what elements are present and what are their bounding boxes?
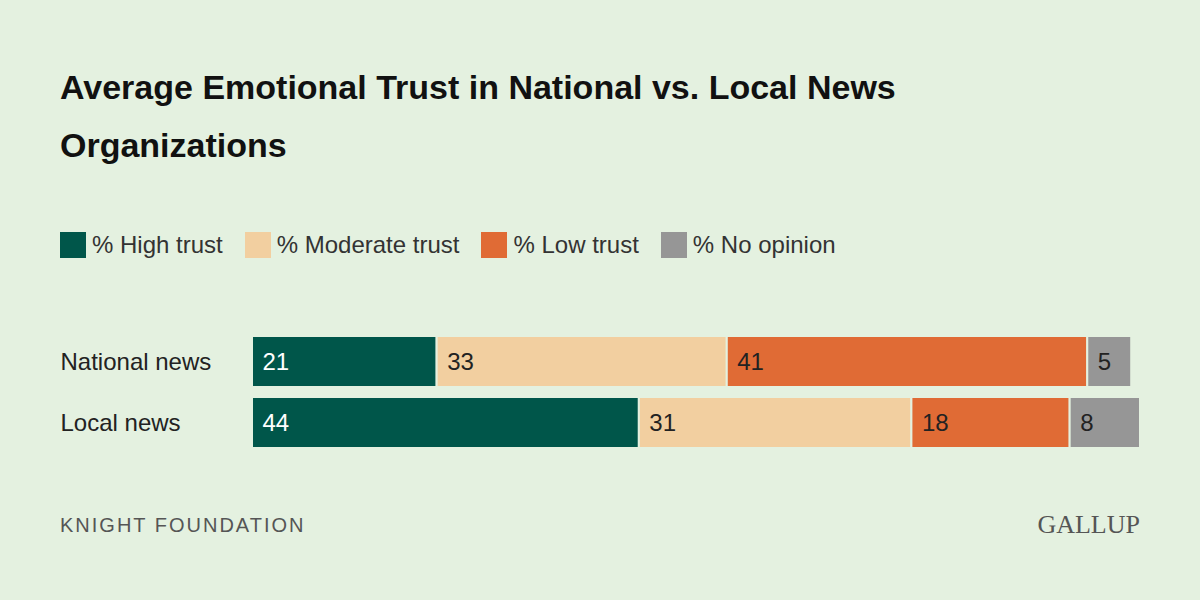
html-text:KNIGHT FOUNDATION: KNIGHT FOUNDATION (60, 514, 306, 536)
svg-text:33: 33 (447, 348, 474, 375)
svg-text:41: 41 (737, 348, 764, 375)
svg-text:8: 8 (1080, 409, 1093, 436)
svg-text:5: 5 (1098, 348, 1111, 375)
svg-text:31: 31 (649, 409, 676, 436)
html-text:% Low trust: % Low trust (513, 231, 639, 258)
svg-text:21: 21 (263, 348, 290, 375)
html-text:% High trust: % High trust (92, 231, 223, 258)
svg-text:National news: National news (61, 348, 212, 375)
svg-text:44: 44 (263, 409, 290, 436)
svg-text:18: 18 (922, 409, 949, 436)
html-text:% No opinion: % No opinion (692, 231, 836, 258)
svg-text:Local news: Local news (61, 409, 181, 436)
html-text:% Moderate trust: % Moderate trust (276, 231, 460, 258)
html-text:GALLUP: GALLUP (1037, 510, 1140, 539)
html-text:Average Emotional Trust in Nat: Average Emotional Trust in National vs. … (60, 68, 896, 164)
